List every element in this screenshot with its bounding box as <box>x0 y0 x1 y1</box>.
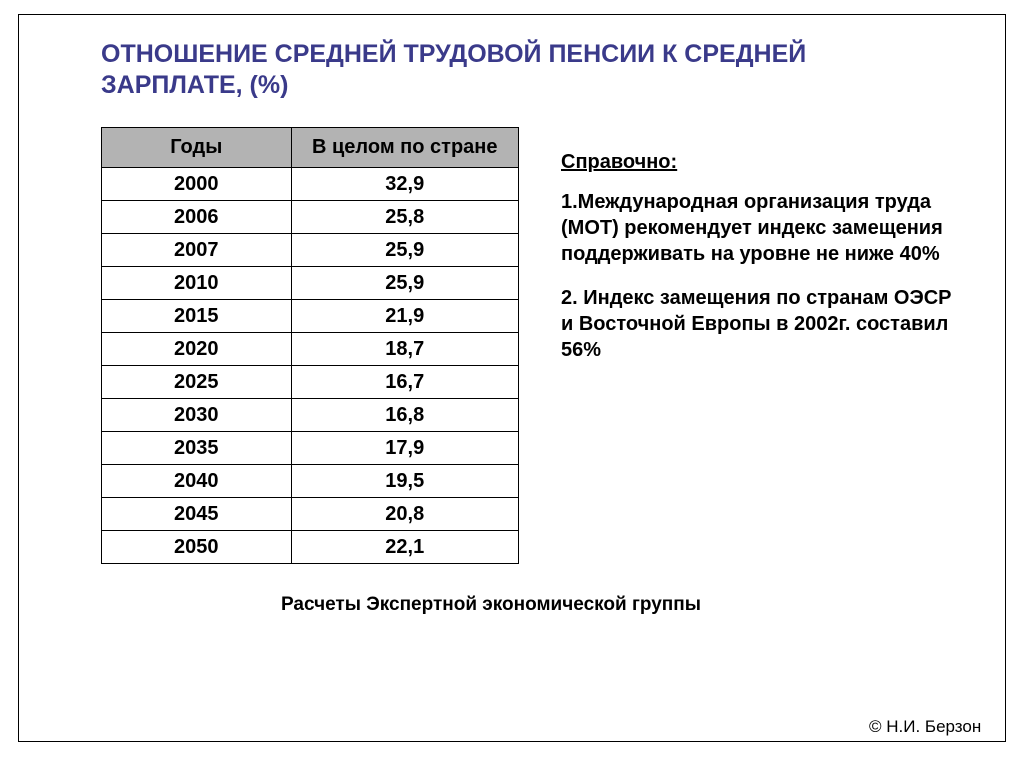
reference-item: 2. Индекс замещения по странам ОЭСР и Во… <box>561 285 961 363</box>
cell-year: 2015 <box>102 300 292 333</box>
cell-value: 18,7 <box>291 333 518 366</box>
reference-block: Справочно: 1.Международная организация т… <box>561 149 961 381</box>
table-row: 201521,9 <box>102 300 519 333</box>
cell-value: 32,9 <box>291 168 518 201</box>
table-row: 202018,7 <box>102 333 519 366</box>
table-row: 200625,8 <box>102 201 519 234</box>
cell-year: 2007 <box>102 234 292 267</box>
table-row: 205022,1 <box>102 531 519 564</box>
col-header-value: В целом по стране <box>291 128 518 168</box>
reference-item: 1.Международная организация труда (МОТ) … <box>561 189 961 267</box>
author-credit: © Н.И. Берзон <box>869 717 981 737</box>
cell-year: 2020 <box>102 333 292 366</box>
cell-year: 2030 <box>102 399 292 432</box>
cell-year: 2050 <box>102 531 292 564</box>
cell-year: 2006 <box>102 201 292 234</box>
cell-value: 20,8 <box>291 498 518 531</box>
cell-value: 17,9 <box>291 432 518 465</box>
cell-value: 22,1 <box>291 531 518 564</box>
cell-value: 19,5 <box>291 465 518 498</box>
cell-year: 2040 <box>102 465 292 498</box>
table-row: 202516,7 <box>102 366 519 399</box>
cell-year: 2000 <box>102 168 292 201</box>
table-header-row: Годы В целом по стране <box>102 128 519 168</box>
table-row: 203517,9 <box>102 432 519 465</box>
content-area: Годы В целом по стране 200032,9 200625,8… <box>101 127 961 564</box>
cell-year: 2045 <box>102 498 292 531</box>
cell-value: 25,9 <box>291 267 518 300</box>
cell-value: 16,7 <box>291 366 518 399</box>
table-caption: Расчеты Экспертной экономической группы <box>281 594 701 616</box>
table-row: 201025,9 <box>102 267 519 300</box>
cell-year: 2035 <box>102 432 292 465</box>
table-row: 200725,9 <box>102 234 519 267</box>
reference-heading: Справочно: <box>561 149 961 175</box>
cell-year: 2010 <box>102 267 292 300</box>
cell-value: 21,9 <box>291 300 518 333</box>
slide-frame: ОТНОШЕНИЕ СРЕДНЕЙ ТРУДОВОЙ ПЕНСИИ К СРЕД… <box>18 14 1006 742</box>
slide-title: ОТНОШЕНИЕ СРЕДНЕЙ ТРУДОВОЙ ПЕНСИИ К СРЕД… <box>101 39 921 102</box>
table-row: 204019,5 <box>102 465 519 498</box>
col-header-year: Годы <box>102 128 292 168</box>
cell-value: 25,8 <box>291 201 518 234</box>
table-row: 203016,8 <box>102 399 519 432</box>
cell-value: 25,9 <box>291 234 518 267</box>
table-row: 204520,8 <box>102 498 519 531</box>
table-row: 200032,9 <box>102 168 519 201</box>
cell-year: 2025 <box>102 366 292 399</box>
pension-ratio-table: Годы В целом по стране 200032,9 200625,8… <box>101 127 519 564</box>
cell-value: 16,8 <box>291 399 518 432</box>
